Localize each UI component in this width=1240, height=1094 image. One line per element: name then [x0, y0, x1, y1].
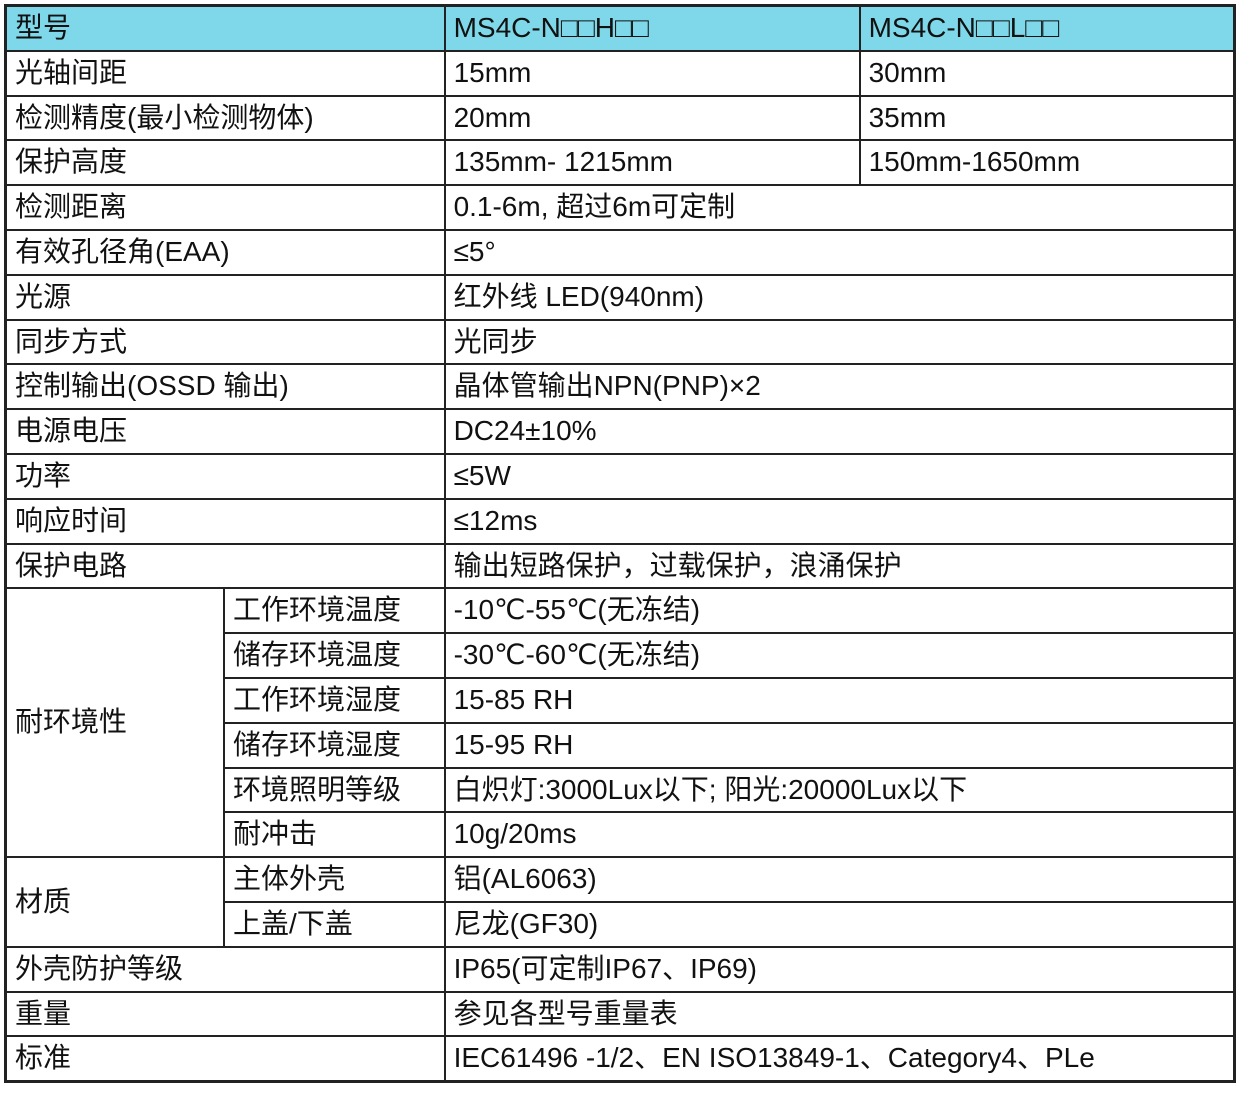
spec-value-h: 135mm- 1215mm — [443, 139, 861, 187]
spec-label: 同步方式 — [4, 318, 446, 366]
header-row: 型号 MS4C-N□□H□□ MS4C-N□□L□□ — [4, 4, 1236, 52]
spec-label: 功率 — [4, 452, 446, 500]
table-row: 同步方式 光同步 — [4, 318, 1236, 366]
table-row: 光源 红外线 LED(940nm) — [4, 273, 1236, 321]
spec-sublabel: 储存环境温度 — [223, 632, 446, 679]
table-row: 材质 主体外壳 铝(AL6063) — [4, 856, 1236, 948]
table-row: 检测距离 0.1-6m, 超过6m可定制 — [4, 184, 1236, 231]
spec-value: ≤12ms — [443, 497, 1236, 545]
table-row: 外壳防护等级 IP65(可定制IP67、IP69) — [4, 945, 1236, 993]
spec-value-h: 15mm — [443, 49, 861, 97]
table-row: 标准 IEC61496 -1/2、EN ISO13849-1、Category4… — [4, 1035, 1236, 1083]
spec-value: -30℃-60℃(无冻结) — [443, 632, 1236, 679]
spec-value: IP65(可定制IP67、IP69) — [443, 945, 1236, 993]
table-row: 重量 参见各型号重量表 — [4, 990, 1236, 1038]
spec-value: -10℃-55℃(无冻结) — [443, 587, 1236, 635]
spec-label: 检测距离 — [4, 184, 446, 231]
spec-value: 白炽灯:3000Lux以下; 阳光:20000Lux以下 — [443, 766, 1236, 814]
spec-value: DC24±10% — [443, 408, 1236, 455]
table-row: 检测精度(最小检测物体) 20mm 35mm — [4, 94, 1236, 142]
spec-value: 15-95 RH — [443, 721, 1236, 769]
header-model-label: 型号 — [4, 4, 446, 52]
table-row: 耐环境性 工作环境温度 -10℃-55℃(无冻结) — [4, 587, 1236, 859]
spec-table: 型号 MS4C-N□□H□□ MS4C-N□□L□□ 光轴间距 15mm 30m… — [4, 4, 1236, 1084]
spec-value: 红外线 LED(940nm) — [443, 273, 1236, 321]
spec-value: 光同步 — [443, 318, 1236, 366]
table-row: 耐冲击 10g/20ms — [6, 811, 1236, 859]
spec-value-l: 150mm-1650mm — [858, 139, 1236, 187]
spec-value: ≤5° — [443, 228, 1236, 276]
spec-value-h: 20mm — [443, 94, 861, 142]
spec-label: 光源 — [4, 273, 446, 321]
table-row: 保护电路 输出短路保护，过载保护，浪涌保护 — [4, 542, 1236, 590]
table-row: 有效孔径角(EAA) ≤5° — [4, 228, 1236, 276]
spec-label: 保护高度 — [4, 139, 446, 187]
spec-label: 保护电路 — [4, 542, 446, 590]
table-row: 环境照明等级 白炽灯:3000Lux以下; 阳光:20000Lux以下 — [6, 766, 1236, 814]
spec-label: 光轴间距 — [4, 49, 446, 97]
header-model-l: MS4C-N□□L□□ — [858, 4, 1236, 52]
table-row: 电源电压 DC24±10% — [4, 408, 1236, 455]
spec-value: 晶体管输出NPN(PNP)×2 — [443, 363, 1236, 411]
spec-value: 参见各型号重量表 — [443, 990, 1236, 1038]
table-row: 工作环境湿度 15-85 RH — [6, 676, 1236, 724]
spec-value: ≤5W — [443, 452, 1236, 500]
table-row: 保护高度 135mm- 1215mm 150mm-1650mm — [4, 139, 1236, 187]
table-row: 上盖/下盖 尼龙(GF30) — [6, 900, 1236, 948]
spec-sublabel: 工作环境温度 — [223, 587, 446, 635]
spec-sublabel: 工作环境湿度 — [223, 676, 446, 724]
header-model-h: MS4C-N□□H□□ — [443, 4, 861, 52]
spec-value: 输出短路保护，过载保护，浪涌保护 — [443, 542, 1236, 590]
spec-value: 铝(AL6063) — [443, 856, 1236, 903]
spec-label: 控制输出(OSSD 输出) — [4, 363, 446, 411]
table-row: 储存环境温度 -30℃-60℃(无冻结) — [6, 632, 1236, 679]
spec-sublabel: 储存环境湿度 — [223, 721, 446, 769]
spec-value: IEC61496 -1/2、EN ISO13849-1、Category4、PL… — [443, 1035, 1236, 1083]
table-row: 储存环境湿度 15-95 RH — [6, 721, 1236, 769]
spec-value: 0.1-6m, 超过6m可定制 — [443, 184, 1236, 231]
spec-label: 电源电压 — [4, 408, 446, 455]
spec-value: 15-85 RH — [443, 676, 1236, 724]
table-row: 控制输出(OSSD 输出) 晶体管输出NPN(PNP)×2 — [4, 363, 1236, 411]
spec-sublabel: 耐冲击 — [223, 811, 446, 859]
spec-value-l: 35mm — [858, 94, 1236, 142]
spec-label: 检测精度(最小检测物体) — [4, 94, 446, 142]
group-label-environment: 耐环境性 — [4, 587, 226, 859]
spec-sublabel: 主体外壳 — [223, 856, 446, 903]
spec-label: 响应时间 — [4, 497, 446, 545]
spec-value: 尼龙(GF30) — [443, 900, 1236, 948]
spec-label: 重量 — [4, 990, 446, 1038]
spec-value-l: 30mm — [858, 49, 1236, 97]
spec-sublabel: 上盖/下盖 — [223, 900, 446, 948]
group-label-material: 材质 — [4, 856, 226, 948]
table-row: 光轴间距 15mm 30mm — [4, 49, 1236, 97]
spec-label: 有效孔径角(EAA) — [4, 228, 446, 276]
spec-sublabel: 环境照明等级 — [223, 766, 446, 814]
spec-label: 标准 — [4, 1035, 446, 1083]
table-row: 功率 ≤5W — [4, 452, 1236, 500]
spec-label: 外壳防护等级 — [4, 945, 446, 993]
spec-value: 10g/20ms — [443, 811, 1236, 859]
table-row: 响应时间 ≤12ms — [4, 497, 1236, 545]
